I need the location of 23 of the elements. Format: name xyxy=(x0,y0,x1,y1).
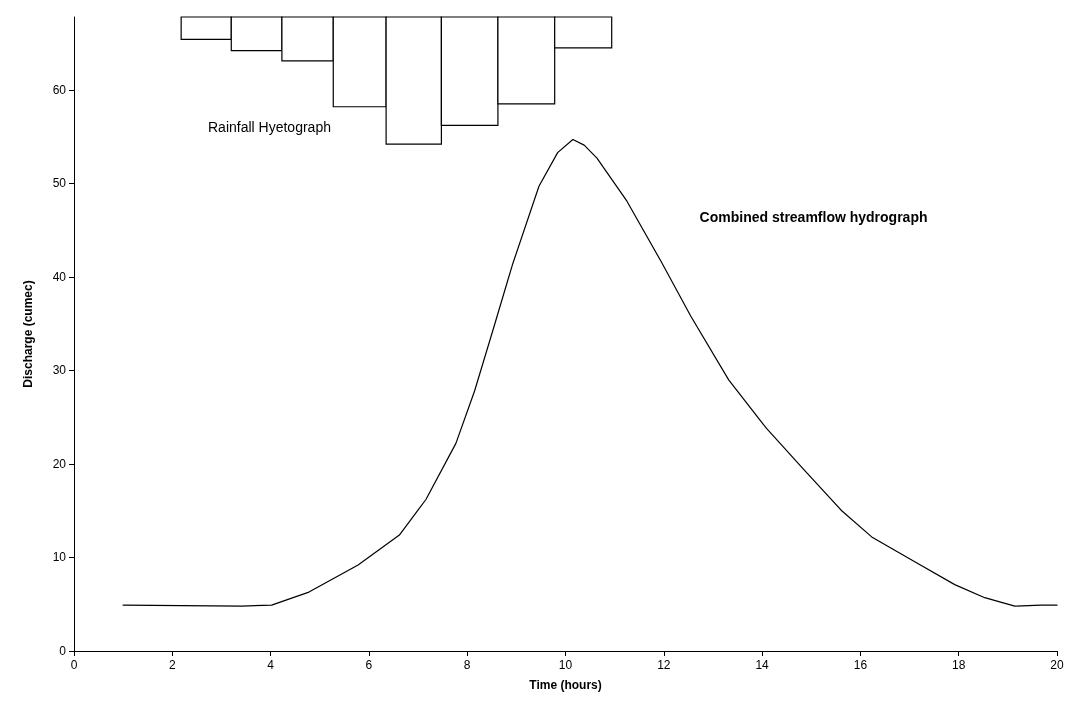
x-tick-label: 14 xyxy=(755,658,770,672)
x-tick-label: 6 xyxy=(365,658,373,672)
x-tick-label: 18 xyxy=(952,658,966,672)
y-tick-label: 40 xyxy=(52,269,67,284)
y-tick-label: 0 xyxy=(59,644,67,658)
annotation: Rainfall Hyetograph xyxy=(208,119,331,135)
y-tick-label: 10 xyxy=(52,550,67,565)
y-axis-title: Discharge (cumec) xyxy=(21,280,35,388)
x-tick-label: 4 xyxy=(267,658,275,672)
line-series xyxy=(122,138,1058,607)
x-tick-label: 8 xyxy=(463,658,471,672)
y-tick-label: 20 xyxy=(52,456,67,471)
x-tick-label: 20 xyxy=(1050,658,1064,672)
annotation: Combined streamflow hydrograph xyxy=(699,208,928,225)
x-tick-label: 0 xyxy=(70,658,78,672)
x-tick-label: 12 xyxy=(657,658,671,672)
x-axis-title: Time (hours) xyxy=(529,678,602,692)
x-tick-label: 16 xyxy=(853,658,868,672)
y-tick-label: 60 xyxy=(52,82,67,97)
x-tick-label: 2 xyxy=(168,658,176,672)
y-tick-label: 30 xyxy=(52,363,67,378)
x-tick-label: 10 xyxy=(558,658,573,672)
y-tick-label: 50 xyxy=(52,176,67,191)
